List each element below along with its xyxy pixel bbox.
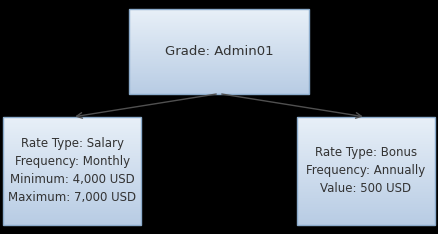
Bar [129, 9, 309, 94]
Bar [4, 117, 141, 225]
Text: Rate Type: Bonus
Frequency: Annually
Value: 500 USD: Rate Type: Bonus Frequency: Annually Val… [306, 146, 425, 195]
Text: Grade: Admin01: Grade: Admin01 [165, 45, 273, 58]
Bar [297, 117, 434, 225]
Text: Rate Type: Salary
Frequency: Monthly
Minimum: 4,000 USD
Maximum: 7,000 USD: Rate Type: Salary Frequency: Monthly Min… [8, 137, 136, 204]
